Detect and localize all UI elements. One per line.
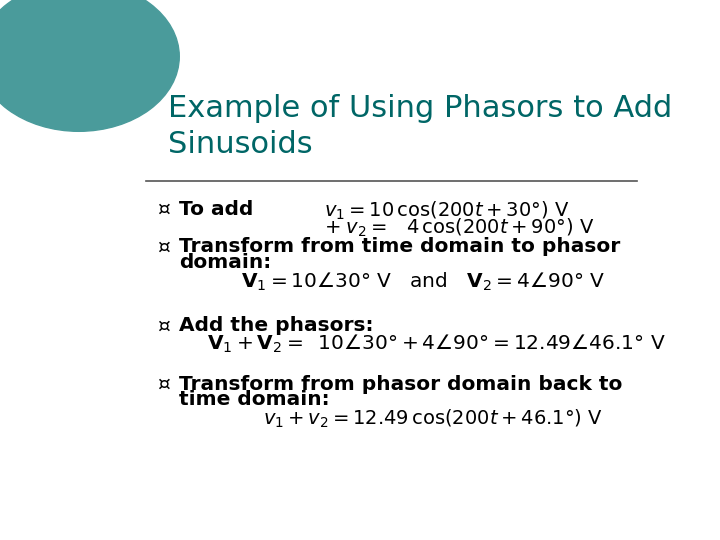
Text: ¤: ¤ <box>157 316 170 335</box>
Text: $\mathbf{V}_1 + \mathbf{V}_2 = \;\; 10\angle 30° + 4\angle 90° = 12.49\angle 46.: $\mathbf{V}_1 + \mathbf{V}_2 = \;\; 10\a… <box>207 333 666 355</box>
Text: $+ \; v_2 = \;\;\; 4\,\cos(200t + 90°)$ V: $+ \; v_2 = \;\;\; 4\,\cos(200t + 90°)$ … <box>324 217 595 239</box>
Circle shape <box>0 0 179 131</box>
Text: Transform from time domain to phasor: Transform from time domain to phasor <box>179 238 621 256</box>
Text: domain:: domain: <box>179 253 271 272</box>
Text: ¤: ¤ <box>157 238 170 256</box>
Text: ¤: ¤ <box>157 375 170 394</box>
Text: Add the phasors:: Add the phasors: <box>179 316 374 335</box>
Text: Example of Using Phasors to Add
Sinusoids: Example of Using Phasors to Add Sinusoid… <box>168 94 672 159</box>
Text: time domain:: time domain: <box>179 390 330 409</box>
Text: $v_1 = 10\,\cos(200t + 30°)$ V: $v_1 = 10\,\cos(200t + 30°)$ V <box>324 200 570 222</box>
Text: $v_1 + v_2 = 12.49\,\cos(200t + 46.1°)$ V: $v_1 + v_2 = 12.49\,\cos(200t + 46.1°)$ … <box>263 408 603 430</box>
Text: ¤: ¤ <box>157 200 170 219</box>
Text: Transform from phasor domain back to: Transform from phasor domain back to <box>179 375 623 394</box>
Text: $\mathbf{V}_1 = 10\angle 30°$ V   and   $\mathbf{V}_2 = 4\angle 90°$ V: $\mathbf{V}_1 = 10\angle 30°$ V and $\ma… <box>240 271 605 293</box>
Text: To add: To add <box>179 200 253 219</box>
